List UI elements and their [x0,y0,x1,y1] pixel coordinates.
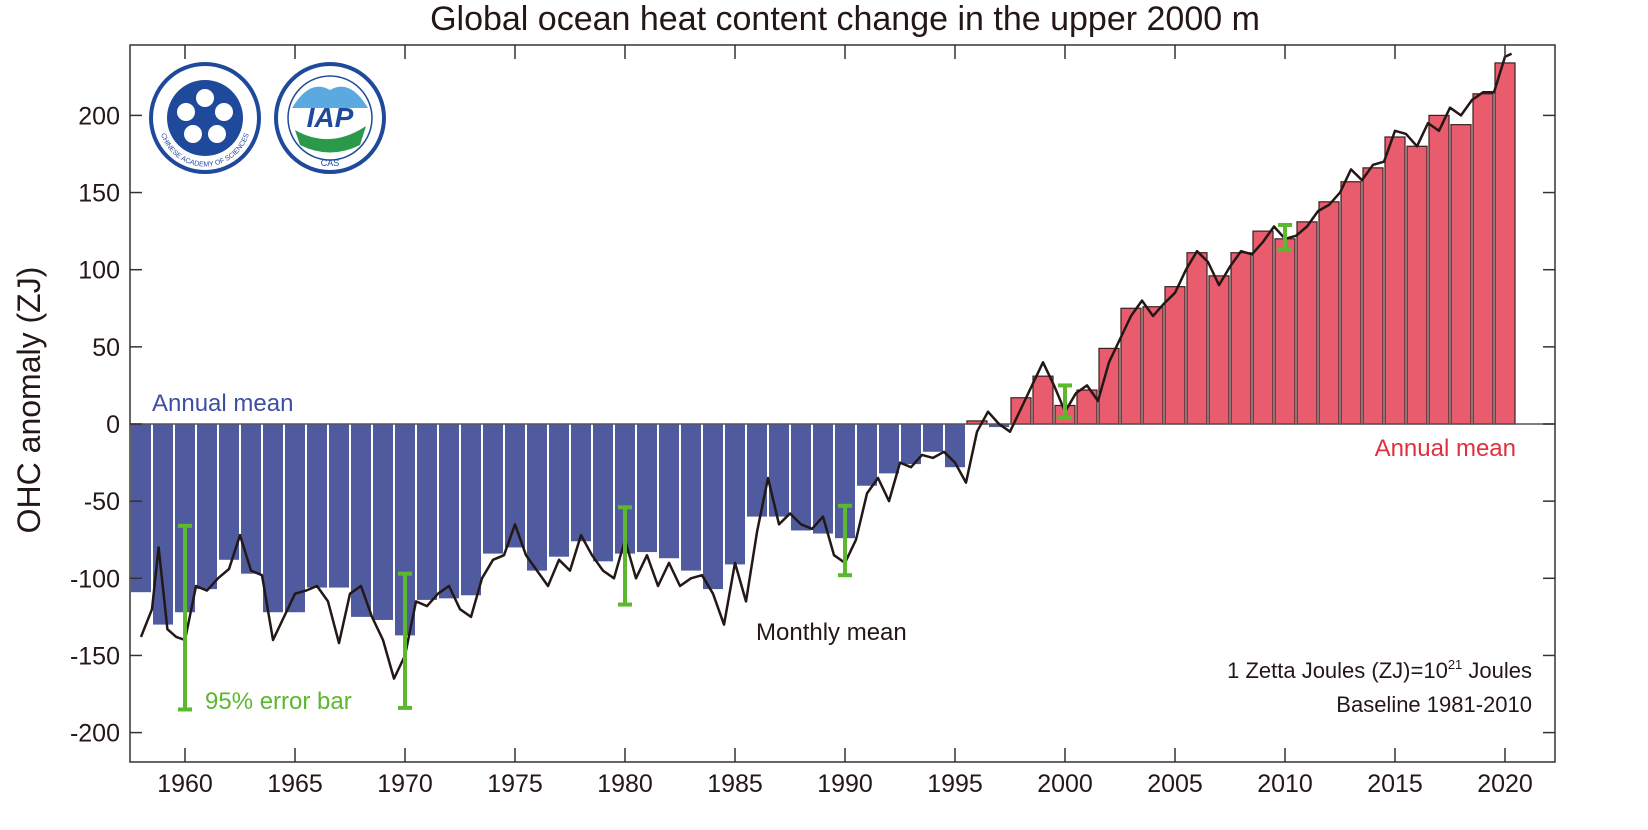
y-tick-label: -100 [70,565,120,593]
bar-2004 [1142,306,1164,425]
bar-2012 [1318,201,1340,425]
y-tick-label: 100 [78,257,120,285]
bar-2017 [1428,114,1450,425]
bar-2003 [1120,307,1142,425]
bar-1960 [175,424,195,613]
bar-2018 [1450,124,1472,425]
bar-1971 [417,424,437,600]
bar-1961 [197,424,217,590]
unit-note-suffix: Joules [1462,658,1532,683]
unit-note-exponent: 21 [1448,657,1462,672]
bar-2020 [1494,62,1516,425]
bar-1988 [791,424,811,531]
x-tick-label: 1965 [267,770,323,798]
bar-1968 [351,424,371,617]
bar-1978 [571,424,591,542]
y-tick-label: 200 [78,102,120,130]
x-tick-label: 2020 [1477,770,1533,798]
bar-1989 [813,424,833,534]
x-tick-label: 1990 [817,770,873,798]
x-tick-label: 1970 [377,770,433,798]
bar-1991 [857,424,877,486]
x-tick-label: 2005 [1147,770,1203,798]
unit-note: 1 Zetta Joules (ZJ)=1021 Joules [1227,657,1532,683]
bar-1984 [703,424,723,590]
iap-logo-text: IAP [307,102,354,133]
bar-1967 [329,424,349,588]
bar-2016 [1406,145,1428,425]
x-tick-label: 1985 [707,770,763,798]
bar-1993 [901,424,921,465]
bar-2007 [1208,275,1230,425]
iap-logo-subtext: CAS [321,158,340,168]
plot-frame [129,44,1556,763]
x-tick-label: 1960 [157,770,213,798]
bar-2019 [1472,93,1494,425]
bar-1981 [637,424,657,553]
monthly-mean-label: Monthly mean [756,619,907,646]
bar-2014 [1362,167,1384,425]
bar-1995 [945,424,965,468]
bar-1990 [835,424,855,539]
iap-logo: IAP CAS [274,62,386,174]
bar-2013 [1340,181,1362,425]
bar-2006 [1186,252,1208,425]
bar-1986 [747,424,767,517]
x-tick-label: 1975 [487,770,543,798]
bar-1994 [923,424,943,452]
bar-1974 [483,424,503,554]
bar-1992 [879,424,899,474]
y-tick-label: 50 [92,334,120,362]
bar-1999 [1032,375,1054,425]
bar-1962 [219,424,239,560]
y-tick-label: 0 [106,411,120,439]
bar-1975 [505,424,525,548]
bar-1965 [285,424,305,613]
bar-1980 [615,424,635,554]
bar-2005 [1164,286,1186,425]
bar-1964 [263,424,283,613]
bar-2008 [1230,252,1252,425]
x-tick-label: 2000 [1037,770,1093,798]
bar-1972 [439,424,459,599]
bar-1973 [461,424,481,596]
x-tick-label: 2010 [1257,770,1313,798]
bar-1976 [527,424,547,571]
annual-mean-negative-label: Annual mean [152,390,293,417]
annual-mean-positive-label: Annual mean [1375,435,1516,462]
bar-1970 [395,424,415,636]
unit-note-prefix: 1 Zetta Joules (ZJ)=10 [1227,658,1448,683]
bar-1969 [373,424,393,620]
bar-1987 [769,424,789,517]
y-tick-label: -200 [70,720,120,748]
chart-title: Global ocean heat content change in the … [430,0,1260,38]
cas-logo: CHINESE ACADEMY OF SCIENCES [149,62,261,174]
bar-2010 [1274,238,1296,425]
bar-1977 [549,424,569,557]
y-tick-label: -150 [70,642,120,670]
bar-1997 [989,424,1009,428]
y-tick-label: 150 [78,180,120,208]
bar-1966 [307,424,327,588]
bar-1982 [659,424,679,559]
bar-2011 [1296,221,1318,425]
x-tick-label: 1980 [597,770,653,798]
bar-2009 [1252,230,1274,425]
bar-1958 [131,424,151,593]
bar-2015 [1384,136,1406,425]
bar-1963 [241,424,261,574]
y-axis-label: OHC anomaly (ZJ) [11,267,47,534]
bar-1985 [725,424,745,565]
error-bar-label: 95% error bar [205,688,352,715]
x-tick-label: 1995 [927,770,983,798]
y-tick-label: -50 [84,488,120,516]
bar-1979 [593,424,613,562]
bar-1959 [153,424,173,625]
x-tick-label: 2015 [1367,770,1423,798]
bar-1983 [681,424,701,571]
baseline-note: Baseline 1981-2010 [1336,692,1532,717]
